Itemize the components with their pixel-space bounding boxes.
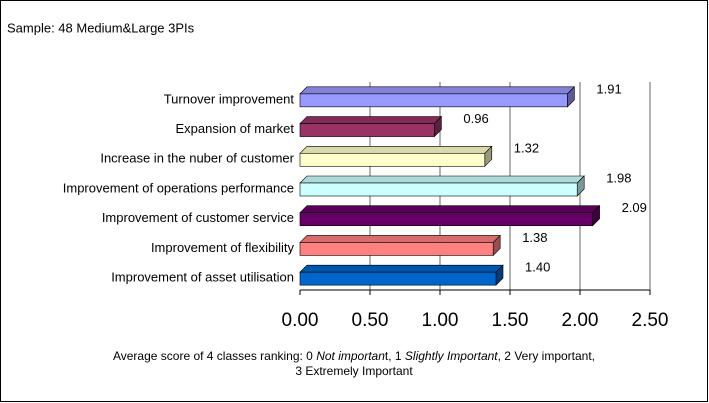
footnote-part: Not importan: [316, 349, 385, 363]
x-tick-label: 2.50: [632, 310, 669, 331]
value-label: 0.96: [463, 111, 488, 126]
value-label: 1.91: [596, 81, 621, 96]
bar: [299, 152, 486, 167]
value-label: 1.98: [606, 170, 631, 185]
bar: [299, 212, 593, 227]
footnote: 3 Extremely Important: [295, 364, 413, 378]
bar-top: [299, 264, 504, 273]
footnote-part: 3 Extremely Important: [295, 364, 413, 378]
value-label: 2.09: [622, 200, 647, 215]
x-tick-label: 0.00: [282, 310, 319, 331]
bar: [299, 242, 494, 256]
x-tick-label: 1.50: [492, 310, 529, 331]
y-tick-label: Turnover improvement: [164, 91, 295, 106]
x-tick-label: 1.00: [422, 310, 459, 331]
bar: [299, 271, 497, 286]
bar: [299, 93, 568, 108]
y-tick-label: Improvement of asset utilisation: [111, 270, 294, 285]
footnote-part: t, 1: [385, 349, 405, 363]
value-label: 1.32: [514, 141, 539, 156]
value-label: 1.40: [525, 260, 550, 275]
x-tick-label: 2.00: [562, 310, 599, 331]
bar: [299, 182, 578, 197]
footnote-part: , 2 Very important,: [498, 349, 595, 363]
y-tick-label: Expansion of market: [175, 121, 294, 136]
bar-top: [299, 205, 601, 214]
bar-top: [299, 86, 576, 95]
y-tick-label: Improvement of operations performance: [63, 180, 294, 195]
y-tick-label: Increase in the nuber of customer: [100, 151, 294, 166]
footnote: Average score of 4 classes ranking: 0 No…: [113, 349, 595, 363]
bar-top: [299, 116, 443, 124]
footnote-part: Slightly Important: [405, 349, 498, 363]
chart-title: Sample: 48 Medium&Large 3PIs: [7, 20, 195, 35]
footnote-part: Average score of 4 classes ranking: 0: [113, 349, 316, 363]
y-tick-label: Improvement of customer service: [102, 210, 294, 225]
y-tick-label: Improvement of flexibility: [151, 240, 295, 255]
bar: [299, 123, 435, 137]
x-tick-label: 0.50: [352, 310, 389, 331]
bar-top: [299, 235, 501, 243]
bar-top: [299, 175, 585, 184]
value-label: 1.38: [522, 230, 547, 245]
bar-top: [299, 145, 493, 154]
